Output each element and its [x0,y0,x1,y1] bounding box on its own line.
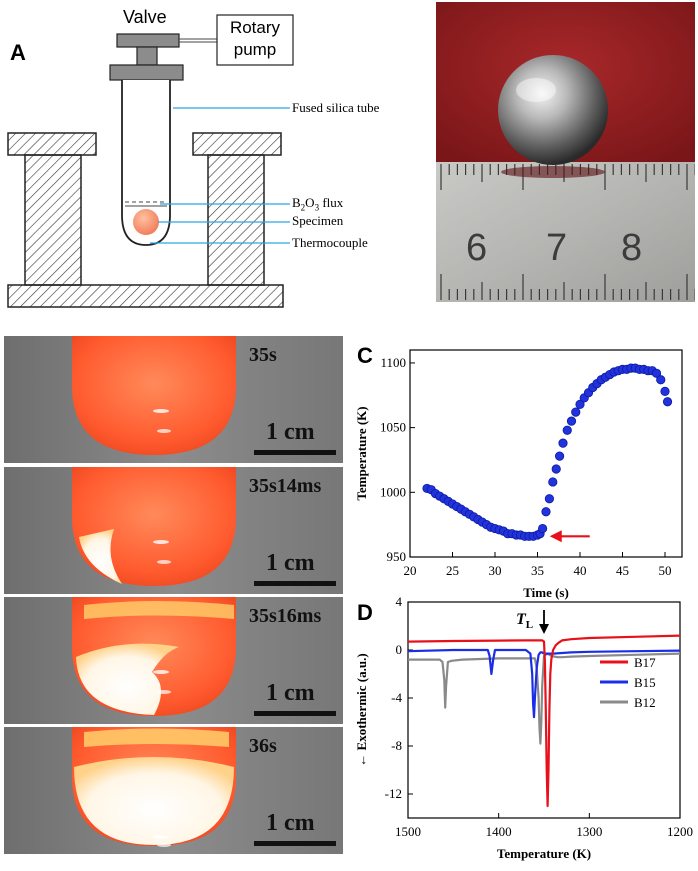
scale-bar [254,450,336,455]
x-tick-label: 45 [616,563,629,578]
left-pillar-cap [7,132,97,156]
scale-bar-label: 1 cm [266,550,315,576]
x-tick-label: 1200 [667,824,693,839]
flux-label: B2O3 flux [292,195,344,213]
panel-a-letter: A [10,40,26,65]
y-tick-label: -4 [391,690,402,705]
scale-bar [254,711,336,716]
frame-3: 35s16ms 1 cm [4,597,343,724]
panel-d-letter: D [357,600,373,625]
dsc-chart: 1500 1400 1300 1200 4 0 -4 -8 -12 Temperature (K)… [354,594,693,861]
legend-label-b15: B15 [634,675,656,690]
rotary-pump-box [216,14,294,66]
tube-label: Fused silica tube [292,100,380,115]
specimen-sphere [133,209,159,235]
tube-cap [109,64,184,81]
x-axis-label: Time (s) [523,585,569,600]
ruler [436,162,695,302]
y-tick-label: 1100 [380,355,406,370]
scale-bar [254,581,336,586]
right-pillar [207,154,265,286]
sample-photo: 6 7 8 [436,2,695,302]
tl-arrow-head [539,624,549,634]
data-point [575,399,585,409]
left-pillar [24,154,82,286]
tl-label: TL [516,611,533,631]
frame-4: 36s 1 cm [4,727,343,854]
y-tick-label: -8 [391,738,402,753]
ruler-ticks [440,164,695,300]
data-point [660,386,670,397]
data-point [651,368,662,378]
y-axis-label: Temperature (K) [354,406,369,500]
x-tick-label: 35 [531,563,544,578]
scale-bar-label: 1 cm [266,810,315,836]
data-point [662,397,673,407]
pump-label-line2: pump [233,40,277,59]
y-tick-label: 950 [387,549,407,564]
y-tick-label: 0 [396,642,403,657]
data-point [548,477,558,487]
base-plate [7,284,284,308]
data-point [656,375,666,385]
y-tick-label: -12 [385,786,402,801]
apparatus-schematic [7,14,294,308]
thermocouple-label: Thermocouple [292,235,368,250]
plot-frame [407,601,681,819]
temperature-time-chart: 20 25 30 35 40 45 50 950 1000 1050 1100 Time (s) Tem… [354,349,683,600]
specimen-label: Specimen [292,213,344,228]
legend-label-b12: B12 [634,695,656,710]
series-b15-line [407,648,681,719]
valve-top [116,33,180,48]
valve-stem [136,46,158,66]
data-point [538,523,548,534]
x-tick-label: 40 [574,563,587,578]
x-tick-label: 25 [446,563,459,578]
valve-label: Valve [123,7,167,27]
series-b17-line [407,634,681,808]
x-tick-label: 20 [404,563,417,578]
frame-time-label: 35s14ms [249,475,322,497]
data-point [541,507,551,517]
scale-bar-label: 1 cm [266,680,315,706]
ruler-number-7: 7 [546,227,568,269]
recalescence-arrow-head [549,530,562,543]
x-tick-label: 1500 [395,824,421,839]
panel-c-letter: C [357,343,373,368]
data-point [571,407,581,417]
data-point [562,425,572,435]
x-tick-label: 1300 [576,824,602,839]
x-tick-label: 50 [659,563,672,578]
y-tick-label: 1050 [380,420,406,435]
data-point [544,494,554,504]
y-tick-label: 1000 [380,484,406,499]
frame-time-label: 35s [249,344,277,366]
pump-label: Rotary pump [220,17,290,61]
data-point [566,416,577,426]
frame-time-label: 35s16ms [249,605,322,627]
fused-silica-tube [121,80,171,246]
frame-2: 35s14ms 1 cm [4,467,343,594]
scale-bar [254,841,336,846]
pump-label-line1: Rotary [229,18,281,37]
legend-label-b17: B17 [634,655,656,670]
data-point [558,438,568,448]
x-tick-label: 30 [489,563,502,578]
ruler-number-6: 6 [466,227,488,269]
scale-bar-label: 1 cm [266,419,315,445]
x-axis-label: Temperature (K) [497,846,591,861]
frame-time-label: 36s [249,735,277,757]
y-axis-label: ← Exothermic (a.u.) [354,653,369,766]
data-point [555,451,565,461]
x-tick-label: 1400 [486,824,512,839]
y-tick-label: 4 [396,594,403,609]
right-pillar-cap [192,132,282,156]
ruler-number-8: 8 [621,227,643,269]
plot-frame [409,349,683,558]
metal-sphere [498,55,608,165]
frame-1: 35s 1 cm [4,336,343,463]
data-point [551,464,561,474]
